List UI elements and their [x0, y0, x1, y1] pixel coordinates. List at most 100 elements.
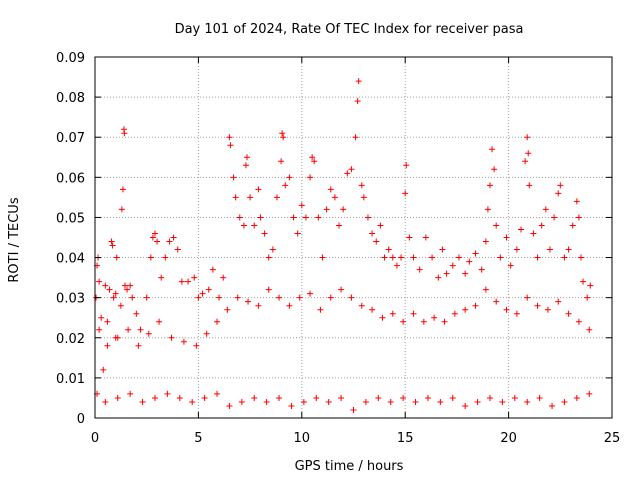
data-point — [484, 206, 491, 213]
data-point — [534, 302, 541, 309]
data-point — [294, 230, 301, 237]
data-point — [499, 398, 506, 405]
data-point — [158, 274, 165, 281]
data-point — [98, 314, 105, 321]
data-point — [119, 186, 126, 193]
data-point — [199, 290, 206, 297]
y-tick-label: 0 — [77, 412, 85, 427]
plot-frame — [94, 56, 613, 419]
data-points — [93, 78, 594, 413]
data-point — [114, 394, 121, 401]
data-point — [315, 214, 322, 221]
data-point — [561, 254, 568, 261]
data-point — [216, 294, 223, 301]
data-point — [542, 206, 549, 213]
y-tick-label: 0.09 — [56, 51, 85, 66]
y-tick-label: 0.05 — [56, 211, 85, 226]
data-point — [493, 222, 500, 229]
data-point — [422, 234, 429, 241]
data-point — [472, 302, 479, 309]
data-point — [168, 334, 175, 341]
data-point — [96, 278, 103, 285]
data-point — [348, 294, 355, 301]
x-tick-label: 0 — [91, 431, 99, 446]
data-point — [298, 202, 305, 209]
data-point — [227, 142, 234, 149]
data-point — [580, 278, 587, 285]
data-point — [236, 214, 243, 221]
data-point — [565, 246, 572, 253]
data-point — [586, 326, 593, 333]
data-point — [497, 254, 504, 261]
data-point — [135, 342, 142, 349]
data-point — [176, 394, 183, 401]
data-point — [121, 282, 128, 289]
y-tick-label: 0.01 — [56, 372, 85, 387]
data-point — [195, 294, 202, 301]
data-point — [524, 134, 531, 141]
data-point — [375, 394, 382, 401]
data-point — [491, 166, 498, 173]
axis-ticks: 0 0.01 0.02 0.03 0.04 0.05 0.06 0.07 0.08 0.09 0 5 1… — [56, 51, 620, 446]
data-point — [565, 310, 572, 317]
data-point — [220, 274, 227, 281]
data-point — [257, 214, 264, 221]
data-point — [524, 294, 531, 301]
data-point — [104, 318, 111, 325]
data-point — [113, 254, 120, 261]
data-point — [151, 394, 158, 401]
data-point — [338, 286, 345, 293]
data-point — [466, 258, 473, 265]
data-point — [319, 254, 326, 261]
data-point — [544, 306, 551, 313]
data-point — [369, 306, 376, 313]
data-point — [201, 394, 208, 401]
data-point — [555, 298, 562, 305]
data-point — [269, 246, 276, 253]
data-point — [362, 398, 369, 405]
data-point — [435, 274, 442, 281]
data-point — [279, 130, 286, 137]
y-axis-label: ROTI / TECUs — [7, 197, 22, 282]
data-point — [156, 318, 163, 325]
data-point — [232, 194, 239, 201]
data-point — [482, 238, 489, 245]
data-point — [348, 166, 355, 173]
data-point — [240, 222, 247, 229]
data-point — [503, 234, 510, 241]
data-point — [534, 254, 541, 261]
data-point — [286, 174, 293, 181]
data-point — [387, 398, 394, 405]
data-point — [245, 298, 252, 305]
data-point — [449, 262, 456, 269]
data-point — [313, 394, 320, 401]
data-point — [538, 222, 545, 229]
data-point — [486, 394, 493, 401]
data-point — [209, 266, 216, 273]
data-point — [503, 306, 510, 313]
data-point — [358, 302, 365, 309]
data-point — [577, 254, 584, 261]
data-point — [164, 390, 171, 397]
data-point — [354, 98, 361, 105]
data-point — [145, 330, 152, 337]
y-tick-label: 0.07 — [56, 131, 85, 146]
data-point — [127, 390, 134, 397]
data-point — [96, 326, 103, 333]
data-point — [410, 254, 417, 261]
data-point — [278, 158, 285, 165]
data-point — [525, 150, 532, 157]
y-tick-label: 0.06 — [56, 171, 85, 186]
data-point — [191, 274, 198, 281]
data-point — [166, 238, 173, 245]
data-point — [243, 154, 250, 161]
data-point — [451, 310, 458, 317]
data-point — [536, 394, 543, 401]
data-point — [355, 78, 362, 85]
data-point — [331, 194, 338, 201]
data-point — [338, 394, 345, 401]
data-point — [261, 230, 268, 237]
data-point — [373, 238, 380, 245]
data-point — [530, 230, 537, 237]
data-point — [180, 338, 187, 345]
